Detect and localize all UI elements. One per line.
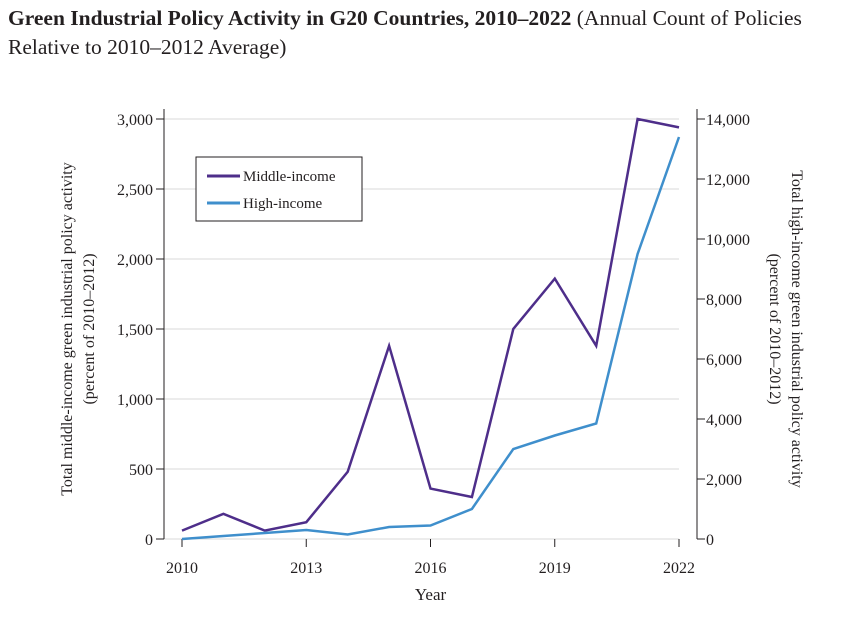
y-right-tick-label-1: 2,000 <box>706 472 742 489</box>
y-right-axis-label-line2: (percent of 2010–2012) <box>766 253 783 404</box>
chart-title: Green Industrial Policy Activity in G20 … <box>8 4 838 62</box>
legend-box <box>195 156 363 222</box>
right-axis-ticks: 0 2,000 4,000 6,000 8,000 10,000 12,000 14,000 <box>697 112 750 549</box>
left-axis-ticks: 0 500 1,000 1,500 2,000 2,500 3,000 <box>117 112 164 549</box>
chart-subtitle: (Annual Count of Policies Relative to 20… <box>8 6 802 59</box>
y-right-tick-label-7: 14,000 <box>706 112 750 129</box>
x-axis-label: Year <box>415 585 447 604</box>
y-left-tick-label-5: 2,500 <box>117 182 153 199</box>
x-tick-label-2016: 2016 <box>415 560 447 577</box>
x-tick-label-2013: 2013 <box>290 560 322 577</box>
axis-labels: Year Total middle-income green industrial… <box>59 162 805 604</box>
y-right-tick-label-2: 4,000 <box>706 412 742 429</box>
legend-label-middle-income: Middle-income <box>243 169 336 185</box>
series-line-middle-income <box>181 117 680 532</box>
x-tick-label-2019: 2019 <box>539 560 571 577</box>
y-left-tick-label-4: 2,000 <box>117 252 153 269</box>
y-left-tick-label-3: 1,500 <box>117 322 153 339</box>
y-right-tick-label-4: 8,000 <box>706 292 742 309</box>
legend-label-high-income: High-income <box>243 196 322 212</box>
chart-title-main: Green Industrial Policy Activity in G20 … <box>8 6 572 30</box>
x-tick-label-2010: 2010 <box>166 560 198 577</box>
gridlines <box>164 118 679 540</box>
y-left-tick-label-6: 3,000 <box>117 112 153 129</box>
legend: Middle-income High-income <box>195 156 363 222</box>
y-left-axis-label-line2: (percent of 2010–2012) <box>81 253 98 404</box>
y-left-axis-label-line1: Total middle-income green industrial pol… <box>59 162 76 495</box>
y-right-tick-label-0: 0 <box>706 532 714 549</box>
x-tick-label-2022: 2022 <box>663 560 695 577</box>
y-left-tick-label-0: 0 <box>145 532 153 549</box>
y-right-axis-label-line1: Total high-income green industrial polic… <box>788 170 805 487</box>
y-right-tick-label-6: 12,000 <box>706 172 750 189</box>
y-right-tick-label-3: 6,000 <box>706 352 742 369</box>
series-lines <box>181 117 681 541</box>
y-right-tick-label-5: 10,000 <box>706 232 750 249</box>
series-line-high-income <box>181 136 681 541</box>
y-left-tick-label-2: 1,000 <box>117 392 153 409</box>
axes <box>163 109 698 539</box>
y-left-tick-label-1: 500 <box>129 462 153 479</box>
x-axis-ticks: 2010 2013 2016 2019 2022 <box>166 539 695 577</box>
